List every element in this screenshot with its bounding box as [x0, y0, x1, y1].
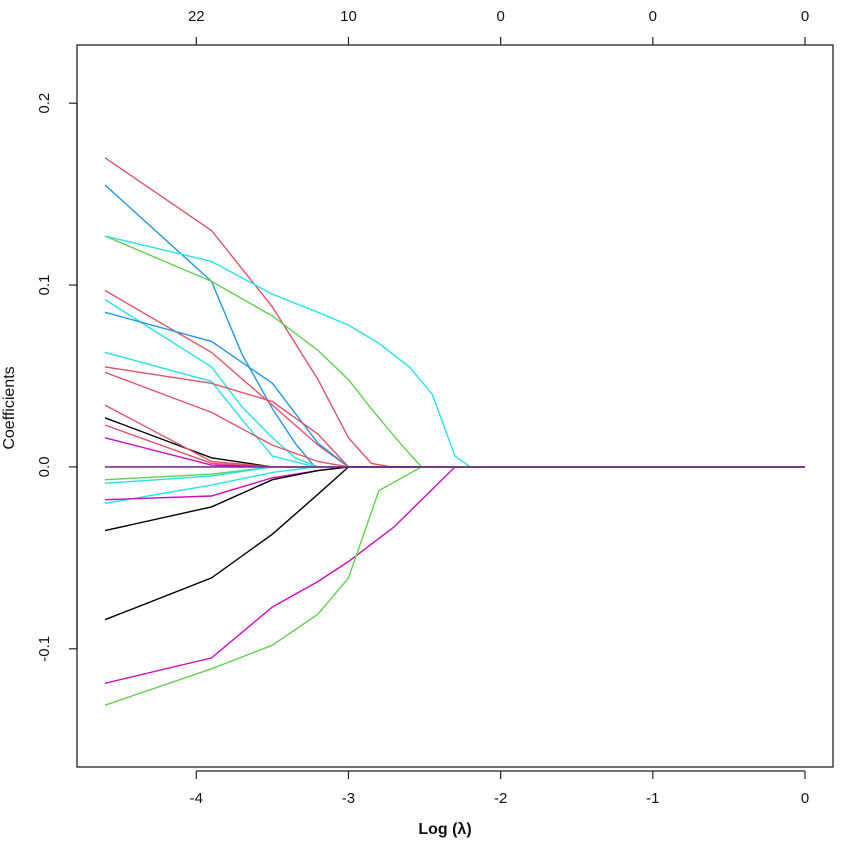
series-line-15: [104, 466, 805, 481]
x-axis-title: Log (λ): [418, 821, 471, 838]
top-tick-label: 0: [496, 8, 504, 25]
top-tick-label: 0: [801, 8, 809, 25]
x-tick-label: -1: [646, 790, 659, 807]
y-tick-label: 0.1: [36, 275, 53, 296]
y-tick-label: 0.2: [36, 93, 53, 114]
series-line-18: [104, 466, 805, 501]
top-tick-label: 0: [649, 8, 657, 25]
top-axis: 22 10 0 0 0: [188, 8, 809, 45]
series-line-22: [104, 466, 805, 706]
series-line-8: [104, 351, 805, 468]
y-axis: -0.1 0.0 0.1 0.2: [36, 93, 78, 662]
x-axis: -4 -3 -2 -1 0: [190, 770, 809, 807]
y-tick-label: 0.0: [36, 456, 53, 477]
series-line-17: [104, 466, 805, 504]
series-line-7: [104, 311, 805, 468]
series-line-21: [104, 466, 805, 684]
series-line-11: [104, 417, 805, 468]
plot-frame: [76, 44, 834, 768]
x-tick-label: -3: [342, 790, 355, 807]
x-tick-label: 0: [801, 790, 809, 807]
top-tick-label: 22: [188, 8, 205, 25]
y-axis-title: Coefficients: [1, 366, 18, 449]
y-tick-label: -0.1: [36, 636, 53, 662]
x-tick-label: -4: [190, 790, 203, 807]
series-line-16: [104, 466, 805, 484]
x-tick-label: -2: [494, 790, 507, 807]
series-line-5: [104, 289, 805, 468]
top-tick-label: 10: [340, 8, 357, 25]
series-line-20: [104, 466, 805, 621]
series-line-9: [104, 366, 805, 468]
series-line-10: [104, 371, 805, 468]
series-line-1: [104, 157, 805, 468]
series-line-3: [104, 235, 805, 468]
series-line-2: [104, 184, 805, 468]
series-line-4: [104, 235, 805, 468]
series-layer: [104, 157, 805, 706]
